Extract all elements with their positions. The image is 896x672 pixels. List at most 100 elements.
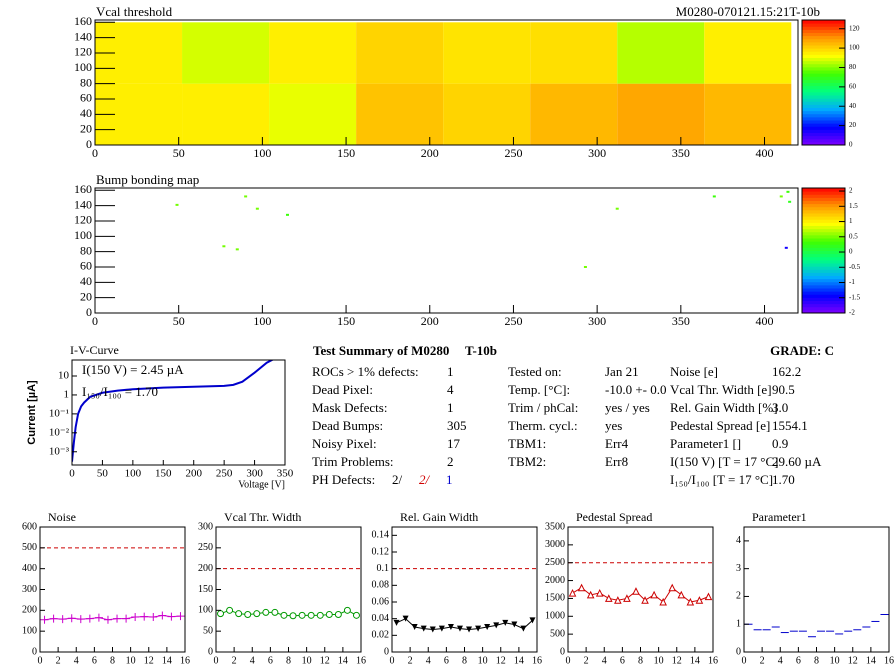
marker (158, 611, 167, 620)
plot-frame (94, 19, 799, 146)
colorbar-step (802, 110, 845, 115)
colorbar-step (802, 35, 845, 40)
y-tick-label: 100 (22, 625, 37, 636)
colorbar-step (802, 45, 845, 49)
x-tick-label: 10 (654, 655, 664, 666)
z-tick-label: -1 (849, 278, 855, 286)
y-tick-label: 80 (80, 75, 92, 89)
colorbar-step (802, 266, 845, 270)
marker (85, 614, 94, 623)
colorbar-step (802, 294, 845, 298)
colorbar-step (802, 123, 845, 127)
marker (493, 622, 500, 629)
summary-label: Tested on: (508, 364, 562, 379)
colorbar-step (802, 275, 845, 280)
marker (316, 611, 324, 619)
x-tick-label: 350 (672, 314, 690, 328)
marker (289, 612, 297, 620)
x-tick-label: 6 (796, 655, 801, 666)
x-tick-label: 10 (478, 655, 488, 666)
heat-cell (356, 22, 444, 84)
summary-label: Pedestal Spread [e] (670, 418, 770, 433)
marker (511, 621, 518, 628)
marker (94, 613, 103, 622)
y-tick-label: 0 (384, 646, 389, 657)
colorbar-step (802, 241, 845, 245)
marker (393, 619, 400, 626)
x-tick-label: 200 (185, 468, 202, 480)
summary-value: 1.70 (772, 472, 795, 487)
colorbar-step (802, 32, 845, 37)
summary-label: PH Defects: (312, 472, 375, 487)
marker (244, 611, 252, 618)
marker (140, 612, 149, 621)
colorbar-step (802, 300, 845, 305)
marker (595, 588, 604, 597)
marker (586, 590, 595, 599)
legend-entry: I(150 V) = 2.45 µA (82, 362, 184, 377)
x-tick-label: 50 (173, 146, 185, 160)
summary-value: Jan 21 (605, 364, 639, 379)
x-tick-label: 14 (690, 655, 700, 666)
heat-cell (269, 22, 357, 84)
y-tick-label: 120 (74, 213, 92, 227)
colorbar-step (802, 250, 845, 255)
plot-frame (71, 359, 286, 466)
summary-label: Trim Problems: (312, 454, 394, 469)
z-tick-label: 0.5 (849, 232, 858, 240)
summary-value: yes / yes (605, 400, 650, 415)
x-tick-label: 8 (814, 655, 819, 666)
x-tick-label: 14 (162, 655, 172, 666)
chart-title: Vcal threshold (96, 4, 173, 19)
summary-label: I(150 V) [T = 17 °C] (670, 454, 778, 469)
bump-pixel (285, 213, 289, 216)
x-tick-label: 100 (253, 314, 271, 328)
series-line (572, 586, 709, 603)
colorbar-step (802, 126, 845, 130)
y-tick-label: 40 (80, 274, 92, 288)
z-tick-label: -0.5 (849, 263, 861, 271)
summary-label: Therm. cycl.: (508, 418, 578, 433)
x-tick-label: 350 (277, 468, 294, 480)
marker (668, 583, 677, 592)
x-tick-label: 6 (620, 655, 625, 666)
colorbar-step (802, 259, 845, 264)
colorbar-step (802, 234, 845, 239)
marker (411, 624, 418, 630)
z-tick-label: 100 (849, 44, 860, 52)
x-tick-label: 4 (602, 655, 607, 666)
x-tick-label: 12 (848, 655, 858, 666)
summary-label: Parameter1 [] (670, 436, 741, 451)
y-axis-label: Current [µA] (26, 380, 38, 445)
bump-pixel (779, 195, 783, 198)
x-tick-label: 2 (408, 655, 413, 666)
colorbar-step (802, 188, 845, 192)
summary-label: Noisy Pixel: (312, 436, 377, 451)
colorbar-step (802, 219, 845, 223)
marker (113, 614, 122, 623)
colorbar-step (802, 191, 845, 195)
y-tick-label: 1000 (545, 611, 565, 622)
marker (49, 614, 58, 623)
x-tick-label: 300 (588, 314, 606, 328)
y-tick-label: 160 (74, 14, 92, 28)
colorbar-step (802, 225, 845, 230)
x-tick-label: 8 (462, 655, 467, 666)
colorbar-step (802, 82, 845, 87)
colorbar-step (802, 98, 845, 102)
x-tick-label: 16 (708, 655, 718, 666)
heat-cell (356, 83, 444, 145)
bump-pixel (784, 246, 788, 249)
z-tick-label: 1 (849, 217, 853, 225)
z-tick-label: 0 (849, 248, 853, 256)
y-tick-label: 20 (80, 289, 92, 303)
marker (438, 625, 445, 632)
summary-value: 1554.1 (772, 418, 808, 433)
summary-label: I₁₅₀/I₁₀₀ [T = 17 °C] (670, 472, 773, 487)
marker (695, 596, 704, 604)
colorbar-step (802, 203, 845, 208)
x-tick-label: 0 (390, 655, 395, 666)
marker (402, 615, 409, 622)
y-tick-label: 150 (198, 584, 213, 595)
summary-module: T-10b (465, 343, 497, 358)
